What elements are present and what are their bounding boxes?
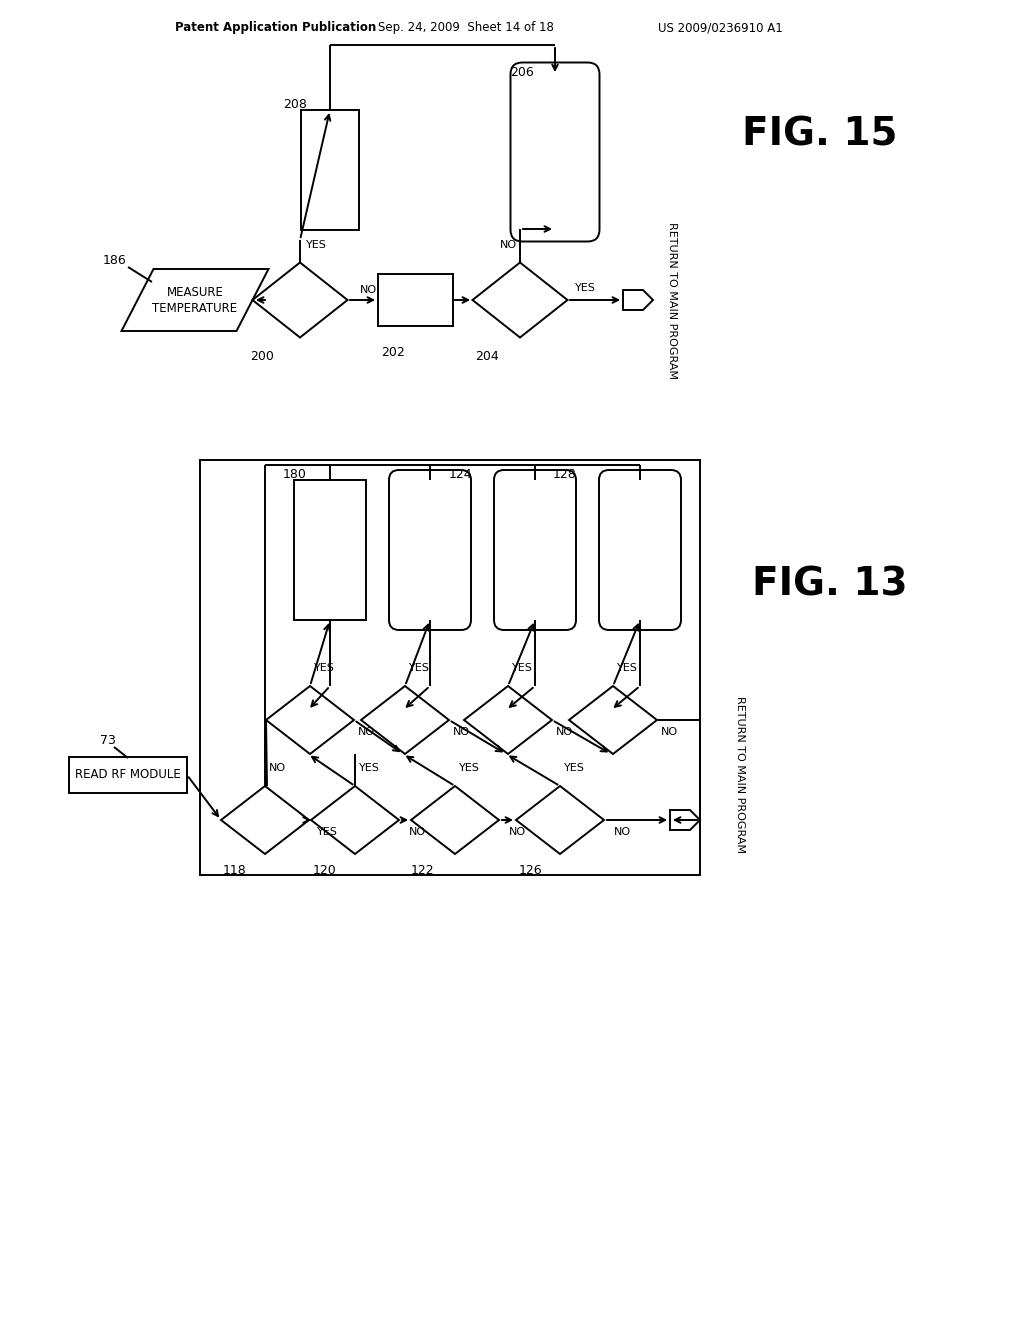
Bar xyxy=(378,275,453,326)
Text: NO: NO xyxy=(359,285,377,294)
Polygon shape xyxy=(221,785,309,854)
Bar xyxy=(294,480,366,620)
Polygon shape xyxy=(670,810,700,830)
Text: NO: NO xyxy=(509,828,525,837)
FancyBboxPatch shape xyxy=(389,470,471,630)
Text: Sep. 24, 2009  Sheet 14 of 18: Sep. 24, 2009 Sheet 14 of 18 xyxy=(378,21,554,34)
Text: TEMPERATURE: TEMPERATURE xyxy=(153,301,238,314)
Text: YES: YES xyxy=(616,663,637,673)
Polygon shape xyxy=(464,686,552,754)
Bar xyxy=(69,756,187,793)
FancyBboxPatch shape xyxy=(599,470,681,630)
Text: RETURN TO MAIN PROGRAM: RETURN TO MAIN PROGRAM xyxy=(735,697,745,854)
Polygon shape xyxy=(623,290,653,310)
Text: Patent Application Publication: Patent Application Publication xyxy=(175,21,376,34)
FancyBboxPatch shape xyxy=(494,470,575,630)
Text: 73: 73 xyxy=(100,734,116,747)
Text: FIG. 15: FIG. 15 xyxy=(742,116,898,154)
Text: YES: YES xyxy=(316,828,338,837)
Text: 186: 186 xyxy=(103,253,127,267)
FancyBboxPatch shape xyxy=(511,62,599,242)
Text: NO: NO xyxy=(660,727,678,737)
Text: NO: NO xyxy=(500,240,516,249)
Text: US 2009/0236910 A1: US 2009/0236910 A1 xyxy=(658,21,782,34)
Polygon shape xyxy=(361,686,449,754)
Text: 124: 124 xyxy=(449,469,472,482)
Text: 200: 200 xyxy=(250,351,274,363)
Text: 204: 204 xyxy=(475,351,499,363)
Text: YES: YES xyxy=(512,663,532,673)
Text: YES: YES xyxy=(574,282,595,293)
Text: READ RF MODULE: READ RF MODULE xyxy=(75,768,181,781)
Text: YES: YES xyxy=(563,763,585,774)
Text: NO: NO xyxy=(357,727,375,737)
Polygon shape xyxy=(472,263,567,338)
Text: 122: 122 xyxy=(411,863,434,876)
Text: YES: YES xyxy=(459,763,479,774)
Text: NO: NO xyxy=(453,727,470,737)
Text: 202: 202 xyxy=(381,346,404,359)
Polygon shape xyxy=(122,269,268,331)
Polygon shape xyxy=(516,785,604,854)
Text: NO: NO xyxy=(409,828,426,837)
Text: FIG. 13: FIG. 13 xyxy=(753,566,908,605)
Text: MEASURE: MEASURE xyxy=(167,285,223,298)
Bar xyxy=(301,110,359,230)
Text: 120: 120 xyxy=(313,863,337,876)
Text: YES: YES xyxy=(305,240,327,249)
Text: YES: YES xyxy=(409,663,429,673)
Polygon shape xyxy=(569,686,657,754)
Text: YES: YES xyxy=(313,663,335,673)
Bar xyxy=(200,459,700,875)
Text: 118: 118 xyxy=(223,863,247,876)
Polygon shape xyxy=(253,263,347,338)
Polygon shape xyxy=(266,686,354,754)
Text: 208: 208 xyxy=(283,99,307,111)
Polygon shape xyxy=(311,785,399,854)
Text: NO: NO xyxy=(613,828,631,837)
Text: NO: NO xyxy=(268,763,286,774)
Text: 128: 128 xyxy=(553,469,577,482)
Text: YES: YES xyxy=(358,763,380,774)
Text: 126: 126 xyxy=(518,863,542,876)
Text: NO: NO xyxy=(555,727,572,737)
Text: 180: 180 xyxy=(283,469,307,482)
Text: RETURN TO MAIN PROGRAM: RETURN TO MAIN PROGRAM xyxy=(667,222,677,379)
Polygon shape xyxy=(411,785,499,854)
Text: 206: 206 xyxy=(510,66,534,78)
